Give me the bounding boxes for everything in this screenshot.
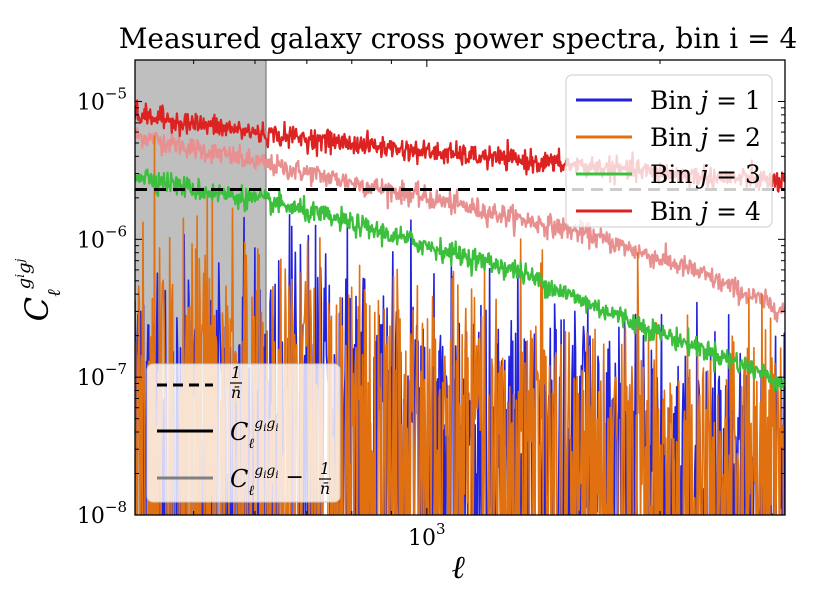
chart-title-text: Measured galaxy cross power spectra, bin… <box>119 22 798 55</box>
legend-label-4: Bin j = 4 <box>650 197 761 226</box>
legend-dashed-label: 1 <box>231 363 241 382</box>
x-tick-label-0: 103 <box>408 520 446 551</box>
legend-series: Bin j = 1 Bin j = 2 Bin j = 3 Bin j = 4 <box>565 74 773 228</box>
y-tick-label-2: 10−6 <box>77 222 127 253</box>
svg-text:n̄: n̄ <box>231 383 241 402</box>
series-line-1 <box>135 135 785 515</box>
y-tick-label-0: 10−8 <box>77 498 127 529</box>
legend-label-2: Bin j = 2 <box>650 123 761 152</box>
series-line-4 <box>135 127 785 323</box>
x-axis-label: ℓ <box>451 548 465 586</box>
svg-text:n̄: n̄ <box>320 479 330 498</box>
chart-title: Measured galaxy cross power spectra, bin… <box>119 22 798 55</box>
legend-label-1: Bin j = 1 <box>650 86 761 115</box>
legend-styles: 1 n̄ Cℓgigi Cℓgigi − 1 n̄ <box>146 363 341 503</box>
legend-label-3: Bin j = 3 <box>650 160 761 189</box>
series-line-2 <box>135 168 785 392</box>
y-axis-label: Cℓgigj <box>13 258 65 321</box>
y-tick-label-1: 10−7 <box>77 360 127 391</box>
plot-frame <box>134 59 786 516</box>
svg-text:1: 1 <box>320 459 330 478</box>
y-tick-label-3: 10−5 <box>77 84 127 115</box>
svg-text:Cℓgigj: Cℓgigj <box>13 258 65 321</box>
